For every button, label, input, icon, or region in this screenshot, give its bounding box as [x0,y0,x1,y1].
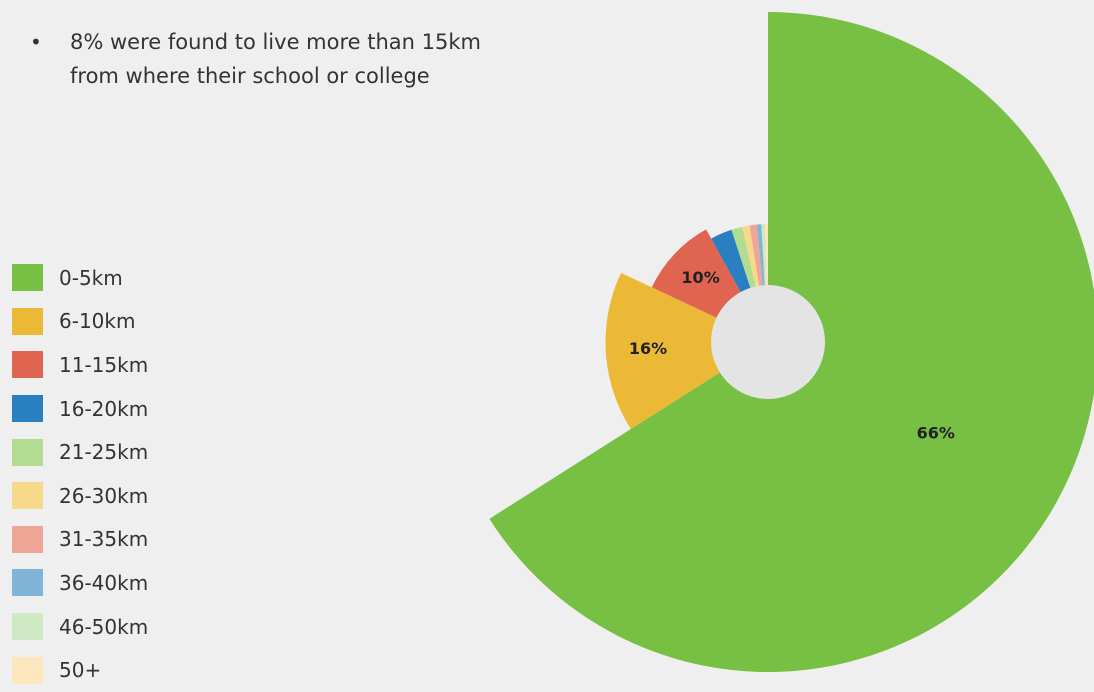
legend-label: 16-20km [59,396,149,421]
legend-label: 26-30km [59,483,149,508]
legend-item: 6-10km [12,300,148,344]
legend-swatch [12,656,43,684]
legend-label: 21-25km [59,440,149,465]
slice-value-label: 16% [629,339,667,358]
legend-swatch [12,264,43,292]
legend-swatch [12,569,43,597]
legend-item: 36-40km [12,561,148,605]
legend-label: 0-5km [59,265,123,290]
summary-bullet: • 8% were found to live more than 15km f… [30,25,550,93]
legend-swatch [12,351,43,379]
legend-swatch [12,613,43,641]
legend-item: 11-15km [12,343,148,387]
slice-value-label: 66% [917,424,955,443]
legend-item: 31-35km [12,518,148,562]
legend-item: 21-25km [12,430,148,474]
legend-item: 50+ [12,648,148,692]
slice-value-label: 10% [681,268,719,287]
legend-item: 46-50km [12,605,148,649]
legend-swatch [12,438,43,466]
legend-swatch [12,525,43,553]
legend-label: 31-35km [59,527,149,552]
pie-slice [605,272,768,430]
legend-item: 16-20km [12,387,148,431]
legend-label: 50+ [59,658,102,683]
legend-label: 6-10km [59,309,136,334]
legend-swatch [12,307,43,335]
legend-label: 11-15km [59,352,149,377]
legend-swatch [12,395,43,423]
bullet-marker: • [30,30,42,54]
legend-item: 0-5km [12,256,148,300]
legend-item: 26-30km [12,474,148,518]
bullet-line-1: 8% were found to live more than 15km [70,30,481,54]
legend-label: 36-40km [59,570,149,595]
chart-legend: 0-5km 6-10km 11-15km 16-20km 21-25km 26-30km 3… [12,256,148,692]
legend-label: 46-50km [59,614,149,639]
legend-swatch [12,482,43,510]
chart-center-hole [711,285,825,399]
bullet-line-2: from where their school or college [70,64,430,88]
